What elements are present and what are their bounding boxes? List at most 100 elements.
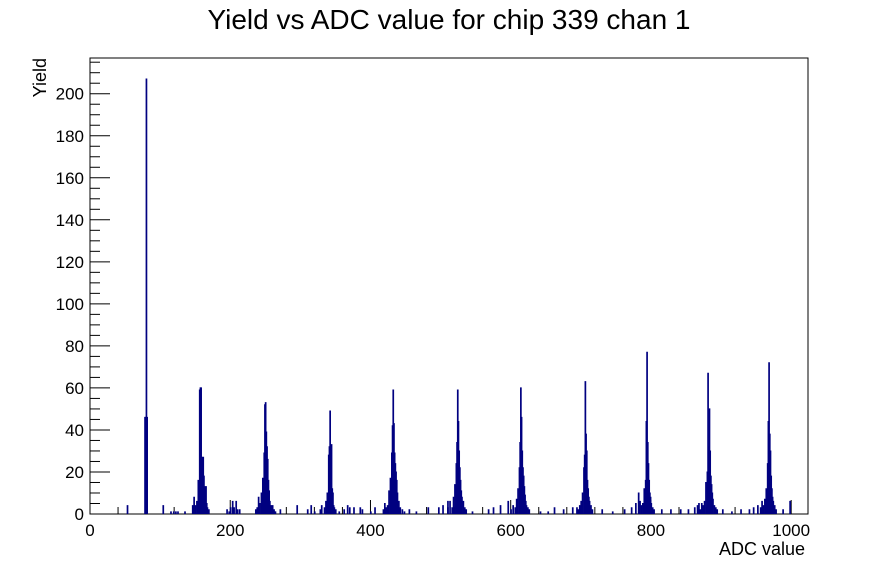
histogram-bin	[547, 511, 550, 514]
histogram-bin	[528, 509, 531, 514]
histogram-bin	[577, 509, 580, 514]
histogram-bin	[296, 505, 299, 514]
x-tick-label: 1000	[772, 521, 810, 540]
histogram-bin	[510, 509, 512, 514]
histogram-bin	[449, 500, 451, 514]
histogram-bin	[172, 511, 175, 514]
histogram-bin	[319, 509, 322, 514]
histogram-bin	[471, 511, 474, 514]
histogram-bin	[580, 500, 583, 514]
histogram-bin	[487, 509, 490, 514]
histogram-bin	[562, 509, 565, 514]
histogram-bin	[353, 507, 355, 514]
histogram-bin	[279, 509, 282, 514]
histogram-bin	[762, 505, 765, 514]
histogram-bin	[330, 444, 333, 514]
y-tick-label: 0	[75, 505, 84, 524]
histogram-bin	[748, 509, 751, 514]
histogram-bin	[385, 507, 388, 514]
x-tick-label: 400	[356, 521, 384, 540]
histogram-bin	[126, 505, 129, 514]
histogram-bin	[200, 387, 202, 514]
histogram-bin	[578, 505, 581, 514]
histogram-bin	[752, 507, 755, 514]
histogram-bin	[442, 505, 444, 514]
histogram-bin	[650, 502, 653, 514]
histogram-bin	[703, 500, 706, 514]
histogram-bin	[623, 509, 626, 514]
histogram-bin	[740, 509, 742, 514]
histogram-bin	[699, 509, 702, 514]
histogram-bin	[713, 505, 716, 514]
histogram-bin	[403, 511, 406, 514]
y-tick-label: 100	[56, 295, 84, 314]
histogram-bin	[408, 509, 411, 514]
histogram-bin	[415, 511, 418, 514]
histogram-bin	[492, 507, 495, 514]
y-tick-label: 140	[56, 211, 84, 230]
histogram-bin	[399, 507, 402, 514]
histogram-bin	[499, 505, 502, 514]
histogram-bin	[398, 500, 400, 514]
plot-frame	[89, 57, 809, 515]
histogram-bin	[269, 511, 271, 514]
histogram-bin	[273, 511, 276, 514]
histogram-bin	[437, 507, 440, 514]
histogram-bin	[389, 477, 392, 514]
histogram-bin	[721, 509, 724, 514]
histogram-bin	[759, 507, 762, 514]
histogram-bin	[588, 500, 591, 514]
histogram-bin	[653, 509, 655, 514]
histogram-bin	[517, 488, 519, 514]
histogram-bin	[512, 505, 515, 514]
histogram-bin	[705, 481, 707, 514]
histogram-bin	[514, 507, 517, 514]
histogram-bin	[270, 505, 273, 514]
y-tick-label: 200	[56, 85, 84, 104]
histogram-bin	[630, 507, 633, 514]
histogram-bin	[731, 511, 733, 514]
y-axis-label: Yield	[30, 58, 50, 97]
histogram-bin	[374, 507, 376, 514]
histogram-bin	[228, 511, 231, 514]
histogram-bin	[679, 509, 682, 514]
histogram-bin	[271, 511, 273, 514]
histogram-bin	[462, 500, 465, 514]
histogram-bin	[194, 505, 197, 514]
x-tick-label: 200	[216, 521, 244, 540]
histogram-bin	[254, 509, 257, 514]
histogram-bin	[334, 509, 337, 514]
histogram-bin	[454, 484, 456, 514]
histogram-bin	[259, 502, 261, 514]
histogram-bin	[359, 507, 362, 514]
histogram-bin	[206, 507, 209, 514]
histogram-bin	[702, 505, 705, 514]
histogram-bin	[451, 507, 454, 514]
histogram-bin	[660, 509, 663, 514]
histogram-bin	[196, 500, 198, 514]
histogram-bin	[256, 507, 259, 514]
histogram-bin	[670, 509, 672, 514]
histogram-bin	[346, 505, 349, 514]
histogram-bin	[452, 496, 455, 514]
histogram-bin	[170, 511, 172, 514]
histogram-bin	[765, 488, 768, 514]
x-tick-label: 800	[637, 521, 665, 540]
histogram-bin	[383, 502, 386, 514]
histogram-bin	[175, 511, 177, 514]
histogram-bin	[651, 507, 654, 514]
histogram-bin	[197, 479, 200, 514]
histogram-bin	[461, 496, 463, 514]
axis-tick-labels: 0 20 40 60 80 100 120 140 160 180 200 0 200 400 600 800…	[56, 85, 810, 540]
histogram-bin	[260, 492, 263, 514]
y-tick-label: 80	[65, 337, 84, 356]
histogram-bin	[332, 492, 334, 514]
histogram-bin	[271, 505, 274, 514]
histogram-bin	[635, 502, 637, 514]
histogram-bin	[396, 492, 399, 514]
histogram-bin	[757, 505, 759, 514]
histogram-bin	[382, 509, 385, 514]
histogram-bin	[388, 490, 390, 514]
histogram-bin	[310, 505, 313, 514]
y-tick-label: 40	[65, 421, 84, 440]
